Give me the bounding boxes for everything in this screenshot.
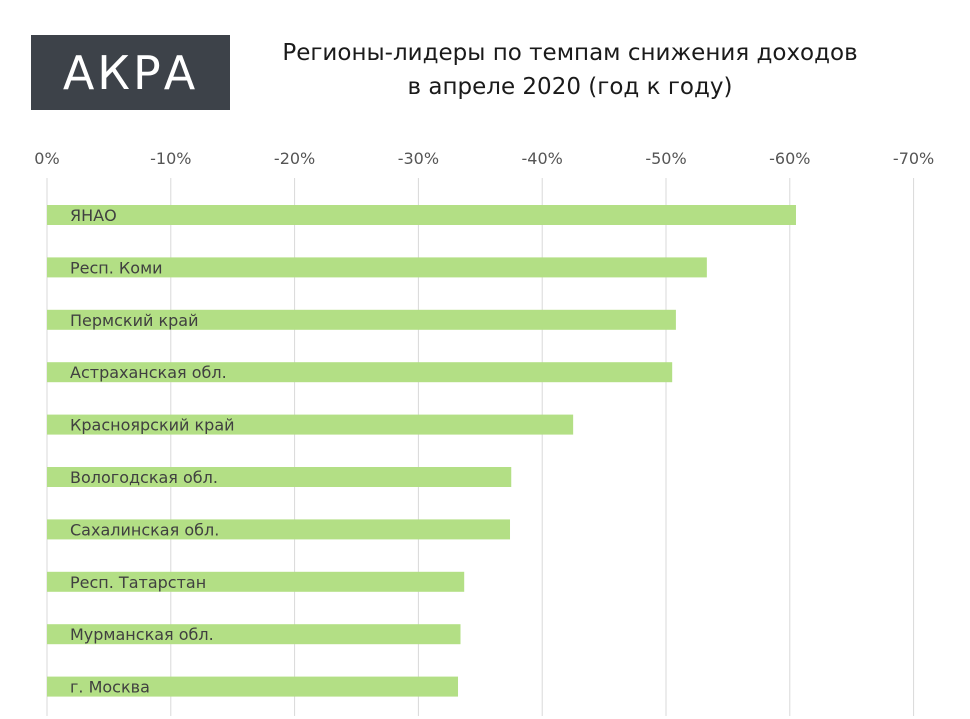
x-tick-label: -20% xyxy=(274,149,315,168)
bar xyxy=(47,414,574,435)
bar xyxy=(47,205,796,225)
bar-category-label: ЯНАО xyxy=(70,206,117,225)
x-tick-label: -40% xyxy=(522,149,563,168)
bar-category-label: Красноярский край xyxy=(70,416,235,435)
bar-category-label: Астраханская обл. xyxy=(70,363,227,382)
logo-text: АКРА xyxy=(62,45,199,100)
x-tick-label: -60% xyxy=(769,149,810,168)
x-tick-label: -70% xyxy=(893,149,934,168)
bar xyxy=(47,571,465,592)
bar xyxy=(47,676,459,697)
bar xyxy=(47,624,461,645)
x-tick-label: -30% xyxy=(398,149,439,168)
chart-title-line-2: в апреле 2020 (год к году) xyxy=(407,74,733,100)
bar-category-label: г. Москва xyxy=(70,678,150,697)
bar-category-label: Вологодская обл. xyxy=(70,468,218,487)
chart-title-line-1: Регионы-лидеры по темпам снижения доходо… xyxy=(282,40,858,66)
bar xyxy=(47,362,673,383)
akra-logo: АКРА xyxy=(31,35,230,110)
x-tick-label: -50% xyxy=(645,149,686,168)
bar xyxy=(47,257,707,278)
bar-category-label: Пермский край xyxy=(70,311,198,330)
x-axis-ticks: 0% -10% -20% -30% -40% -50% -60% -70% xyxy=(34,149,934,168)
bar xyxy=(47,309,676,330)
x-tick-label: 0% xyxy=(34,149,59,168)
x-tick-label: -10% xyxy=(150,149,191,168)
bar-category-label: Респ. Коми xyxy=(70,258,163,277)
bars: ЯНАО Респ. Коми Пермский край Астраханская … xyxy=(47,205,796,697)
bar-category-label: Сахалинская обл. xyxy=(70,520,219,539)
chart-title: Регионы-лидеры по темпам снижения доходо… xyxy=(240,36,900,104)
bar-category-label: Мурманская обл. xyxy=(70,625,214,644)
bar xyxy=(47,467,512,487)
bar xyxy=(47,519,511,540)
bar-category-label: Респ. Татарстан xyxy=(70,573,206,592)
